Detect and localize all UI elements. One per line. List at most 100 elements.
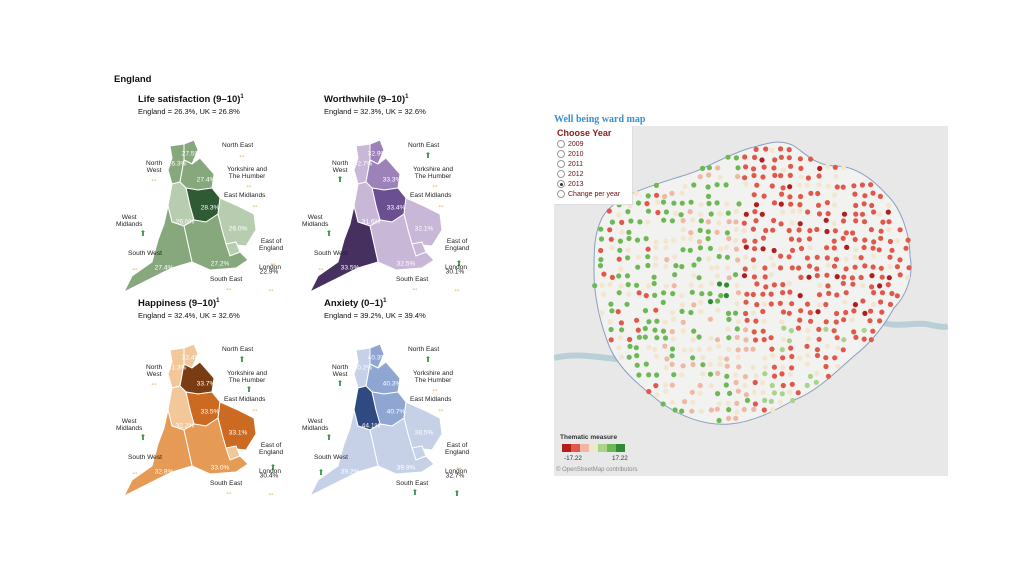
ward-dot[interactable]: [742, 175, 748, 181]
ward-dot[interactable]: [897, 227, 903, 233]
ward-dot[interactable]: [624, 273, 631, 279]
ward-dot[interactable]: [608, 337, 614, 343]
ward-dot[interactable]: [885, 282, 891, 288]
ward-dot[interactable]: [804, 343, 810, 349]
ward-dot[interactable]: [741, 406, 747, 413]
ward-dot[interactable]: [724, 230, 730, 236]
ward-dot[interactable]: [697, 382, 703, 389]
ward-dot[interactable]: [779, 365, 786, 371]
ward-dot[interactable]: [636, 290, 642, 296]
radio-icon[interactable]: [557, 170, 565, 178]
ward-dot[interactable]: [689, 389, 695, 395]
ward-dot[interactable]: [750, 364, 756, 371]
ward-dot[interactable]: [662, 343, 668, 349]
ward-dot[interactable]: [598, 236, 605, 242]
ward-dot[interactable]: [860, 283, 866, 289]
ward-dot[interactable]: [671, 316, 677, 322]
ward-dot[interactable]: [871, 239, 877, 245]
ward-dot[interactable]: [697, 211, 703, 218]
ward-dot[interactable]: [670, 291, 676, 297]
ward-dot[interactable]: [599, 282, 605, 288]
ward-dot[interactable]: [753, 318, 759, 324]
ward-dot[interactable]: [760, 308, 766, 315]
ward-dot[interactable]: [645, 219, 651, 225]
ward-dot[interactable]: [768, 398, 774, 404]
ward-dot[interactable]: [796, 265, 802, 271]
ward-dot[interactable]: [733, 246, 740, 252]
ward-dot[interactable]: [878, 299, 884, 305]
ward-dot[interactable]: [781, 325, 787, 331]
ward-dot[interactable]: [636, 372, 642, 378]
ward-dot[interactable]: [876, 247, 882, 253]
ward-dot[interactable]: [625, 282, 631, 288]
ward-dot[interactable]: [859, 211, 866, 217]
ward-dot[interactable]: [887, 263, 893, 270]
ward-dot[interactable]: [780, 336, 786, 342]
ward-dot[interactable]: [662, 335, 669, 341]
ward-dot[interactable]: [726, 415, 732, 421]
ward-dot[interactable]: [796, 227, 802, 233]
ward-dot[interactable]: [598, 226, 604, 232]
ward-dot[interactable]: [688, 347, 694, 353]
ward-dot[interactable]: [779, 319, 785, 325]
ward-dot[interactable]: [705, 184, 711, 190]
ward-dot[interactable]: [669, 353, 675, 359]
ward-dot[interactable]: [905, 237, 911, 243]
ward-dot[interactable]: [705, 193, 712, 199]
ward-dot[interactable]: [724, 373, 730, 379]
ward-dot[interactable]: [814, 254, 820, 260]
ward-dot[interactable]: [763, 227, 769, 234]
ward-dot[interactable]: [770, 262, 776, 268]
ward-dot[interactable]: [742, 154, 748, 160]
ward-dot[interactable]: [814, 226, 820, 233]
ward-dot[interactable]: [787, 389, 793, 395]
ward-dot[interactable]: [646, 319, 652, 325]
ward-dot[interactable]: [831, 328, 837, 334]
ward-dot[interactable]: [751, 389, 757, 395]
ward-dot[interactable]: [597, 263, 604, 269]
ward-dot[interactable]: [777, 300, 783, 306]
ward-dot[interactable]: [716, 417, 722, 424]
ward-dot[interactable]: [762, 274, 768, 280]
ward-dot[interactable]: [824, 343, 830, 349]
ward-dot[interactable]: [624, 301, 630, 307]
ward-dot[interactable]: [760, 328, 766, 334]
ward-dot[interactable]: [726, 275, 732, 281]
ward-dot[interactable]: [786, 227, 792, 234]
ward-dot[interactable]: [716, 220, 722, 226]
ward-dot[interactable]: [744, 291, 750, 297]
ward-dot[interactable]: [715, 165, 721, 171]
ward-dot[interactable]: [726, 335, 732, 341]
ward-dot[interactable]: [897, 272, 903, 278]
ward-dot[interactable]: [723, 382, 729, 388]
ward-dot[interactable]: [725, 400, 731, 406]
ward-dot[interactable]: [825, 183, 831, 189]
ward-dot[interactable]: [724, 363, 730, 369]
ward-dot[interactable]: [861, 327, 867, 333]
ward-dot[interactable]: [733, 208, 740, 214]
ward-dot[interactable]: [823, 326, 829, 332]
ward-dot[interactable]: [843, 309, 849, 316]
ward-dot[interactable]: [851, 308, 857, 314]
ward-dot[interactable]: [716, 253, 722, 260]
ward-dot[interactable]: [691, 302, 697, 308]
ward-dot[interactable]: [760, 246, 766, 252]
ward-dot[interactable]: [680, 363, 686, 369]
ward-dot[interactable]: [816, 336, 822, 342]
ward-dot[interactable]: [832, 192, 838, 198]
ward-dot[interactable]: [669, 346, 676, 352]
ward-dot[interactable]: [669, 361, 675, 367]
ward-dot[interactable]: [786, 147, 792, 153]
ward-dot[interactable]: [734, 326, 740, 332]
ward-dot[interactable]: [871, 253, 877, 259]
ward-dot[interactable]: [771, 200, 778, 206]
ward-dot[interactable]: [698, 299, 704, 305]
ward-dot[interactable]: [618, 354, 625, 360]
ward-dot[interactable]: [653, 383, 659, 389]
ward-dot[interactable]: [726, 219, 732, 225]
ward-dot[interactable]: [780, 355, 786, 361]
ward-dot[interactable]: [663, 245, 669, 251]
ward-dot[interactable]: [834, 184, 840, 190]
ward-dot[interactable]: [750, 226, 756, 232]
ward-dot[interactable]: [877, 193, 883, 199]
